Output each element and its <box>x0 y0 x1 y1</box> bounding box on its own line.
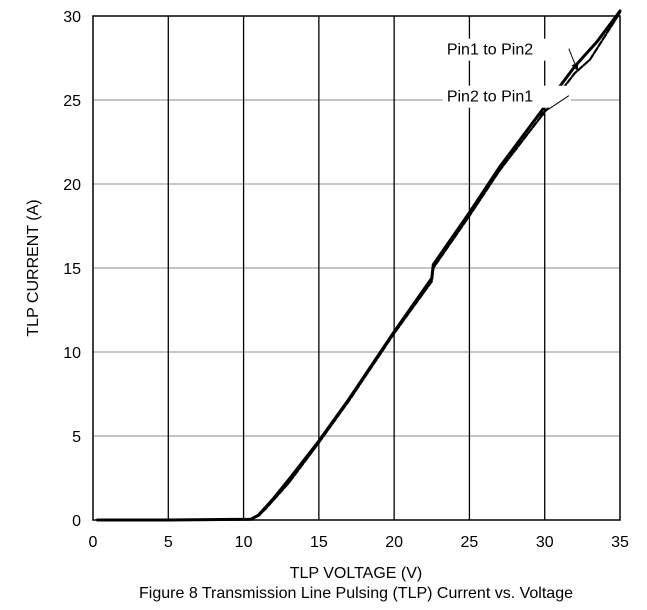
figure-caption: Figure 8 Transmission Line Pulsing (TLP)… <box>139 585 573 602</box>
x-tick-label-25: 25 <box>461 534 479 551</box>
grid <box>92 15 621 521</box>
x-tick-label-30: 30 <box>536 534 554 551</box>
annotation-arrow-head-2 <box>537 109 546 117</box>
annotation-label-1: Pin1 to Pin2 <box>447 42 533 59</box>
y-axis-title: TLP CURRENT (A) <box>25 199 42 336</box>
annotation-bg-2 <box>442 85 571 108</box>
y-tick-label-5: 5 <box>72 429 81 446</box>
x-tick-label-5: 5 <box>164 534 173 551</box>
x-tick-labels: 0 5 10 15 20 25 30 35 <box>89 534 629 551</box>
annotations: Pin1 to Pin2 Pin2 to Pin1 <box>442 38 579 118</box>
x-tick-label-10: 10 <box>235 534 253 551</box>
y-tick-label-0: 0 <box>72 513 81 530</box>
x-tick-label-0: 0 <box>89 534 98 551</box>
x-tick-label-35: 35 <box>611 534 629 551</box>
annotation-arrow-head-1 <box>571 62 579 72</box>
y-tick-label-25: 25 <box>63 93 81 110</box>
x-tick-label-20: 20 <box>385 534 403 551</box>
annotation-bg-1 <box>442 38 571 61</box>
series-line-2 <box>96 11 622 522</box>
x-axis-title: TLP VOLTAGE (V) <box>290 565 422 582</box>
annotation-label-2: Pin2 to Pin1 <box>447 89 533 106</box>
plot-border <box>92 15 621 521</box>
y-tick-label-15: 15 <box>63 261 81 278</box>
y-tick-label-30: 30 <box>63 9 81 26</box>
x-tick-label-15: 15 <box>310 534 328 551</box>
y-tick-label-20: 20 <box>63 177 81 194</box>
y-tick-labels: 0 5 10 15 20 25 30 <box>63 9 81 530</box>
y-tick-label-10: 10 <box>63 345 81 362</box>
